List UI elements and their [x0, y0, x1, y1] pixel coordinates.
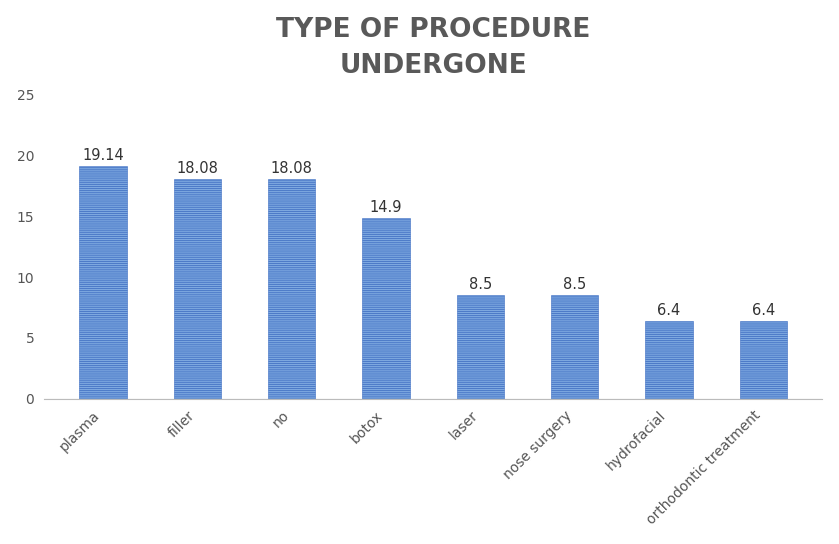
Text: 6.4: 6.4 [658, 303, 680, 318]
Bar [551, 295, 598, 399]
Text: 8.5: 8.5 [469, 277, 492, 292]
Bar [740, 321, 787, 399]
Bar [174, 179, 221, 399]
Bar [362, 218, 409, 399]
Text: 8.5: 8.5 [563, 277, 586, 292]
Text: 18.08: 18.08 [176, 161, 218, 176]
Bar [645, 321, 693, 399]
Title: TYPE OF PROCEDURE
UNDERGONE: TYPE OF PROCEDURE UNDERGONE [276, 17, 591, 79]
Text: 6.4: 6.4 [752, 303, 775, 318]
Text: 19.14: 19.14 [82, 148, 124, 163]
Bar [456, 295, 504, 399]
Text: 18.08: 18.08 [271, 161, 313, 176]
Bar [80, 166, 127, 399]
Text: 14.9: 14.9 [370, 200, 402, 214]
Bar [268, 179, 315, 399]
